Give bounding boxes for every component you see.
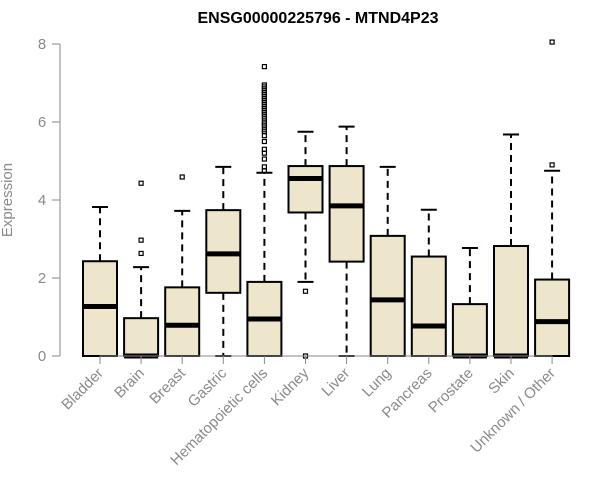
box-group	[82, 206, 118, 358]
outlier-point	[261, 82, 267, 88]
outlier-point	[261, 164, 267, 170]
box	[164, 286, 201, 357]
outlier-point	[302, 288, 309, 294]
box	[451, 303, 488, 358]
box-group	[205, 165, 242, 357]
plot-area	[82, 39, 571, 359]
box-group	[493, 133, 529, 359]
box-group	[534, 39, 571, 357]
y-tick-label: 0	[38, 348, 46, 365]
box-group	[410, 208, 447, 357]
outlier-point	[261, 156, 267, 162]
box-group	[123, 180, 160, 359]
y-tick-label: 6	[38, 114, 46, 131]
box-group	[369, 165, 406, 358]
box-group	[451, 246, 488, 359]
x-tick-label: Bladder	[58, 365, 107, 414]
box	[369, 234, 406, 358]
outlier-point	[261, 64, 267, 70]
outlier-point	[179, 174, 185, 180]
box-group	[246, 64, 283, 357]
x-tick-label: Prostate	[425, 365, 477, 417]
x-tick-label: Breast	[146, 364, 189, 407]
box	[410, 255, 447, 357]
box	[287, 165, 324, 214]
x-tick-label: Lung	[359, 365, 395, 401]
box	[493, 245, 529, 358]
y-axis: 0 2 4 6 8	[38, 36, 61, 365]
outlier-point	[138, 250, 144, 257]
y-axis-label: Expression	[0, 163, 16, 237]
x-tick-label: Brain	[111, 365, 148, 402]
box-group	[287, 130, 324, 359]
y-tick-label: 8	[38, 36, 46, 53]
outlier-point	[549, 162, 555, 168]
box	[328, 165, 365, 263]
outlier-point	[549, 39, 555, 45]
outlier-point	[261, 146, 267, 152]
chart-title: ENSG00000225796 - MTND4P23	[197, 10, 438, 27]
y-tick-label: 2	[38, 270, 46, 287]
y-tick-label: 4	[38, 192, 46, 209]
box	[123, 317, 160, 358]
x-tick-label: Kidney	[268, 364, 313, 409]
box	[534, 278, 571, 357]
x-tick-label: Liver	[318, 365, 353, 400]
outlier-point	[138, 180, 144, 186]
box-group	[164, 174, 201, 357]
outlier-point	[138, 237, 144, 243]
outlier-point	[261, 138, 267, 145]
x-tick-label: Skin	[485, 365, 518, 398]
box-group	[328, 125, 365, 357]
